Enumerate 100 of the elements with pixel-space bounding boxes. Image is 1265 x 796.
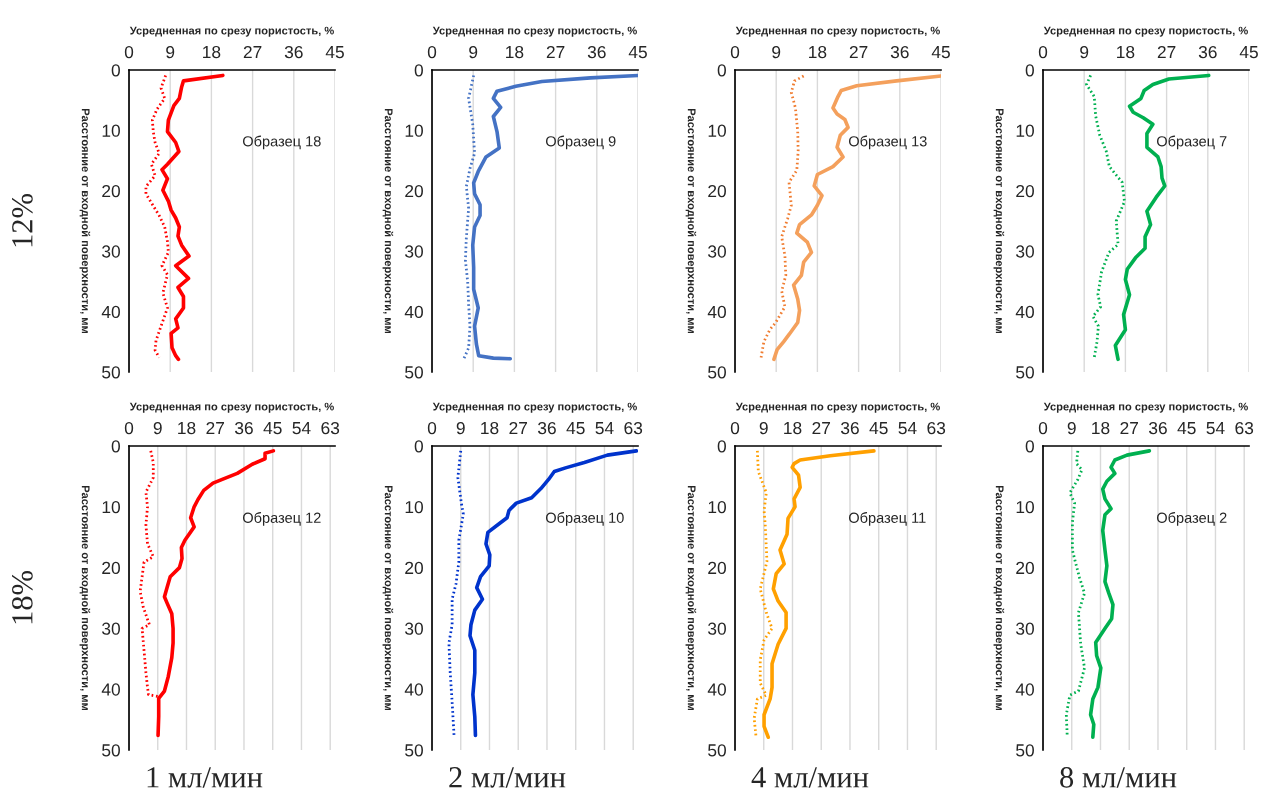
x-tick-label: 0 [1038,45,1048,59]
x-tick-label: 54 [292,422,311,435]
y-tick-label: 40 [707,305,726,319]
x-tick-label: 54 [898,422,917,435]
y-tick-label: 20 [102,561,120,575]
x-axis-title: Усредненная по срезу пористость, % [129,26,334,37]
x-tick-label: 9 [456,421,465,435]
y-tick-label: 0 [717,440,726,453]
x-axis-title: Усредненная по срезу пористость, % [129,402,334,413]
y-tick-label: 20 [405,561,423,575]
x-tick-label: 18 [506,45,524,59]
y-tick-label: 20 [1016,561,1034,575]
x-tick-label: 63 [1235,421,1254,435]
y-tick-label: 20 [1016,184,1034,198]
y-tick-label: 30 [1016,245,1034,258]
line-series [470,73,638,361]
x-tick-label: 54 [595,422,614,435]
x-tick-label: 63 [927,421,946,435]
x-tick-label: 36 [1148,421,1167,435]
x-tick-label: 9 [166,45,175,59]
y-tick-label: 10 [708,124,726,137]
annotation: Образец 9 [545,135,616,150]
x-tick-label: 18 [1117,45,1135,59]
y-axis-title: Расстояние от входной поверхности, мм [79,486,91,710]
y-tick-label: 0 [1025,64,1034,77]
x-tick-label: 45 [869,422,888,435]
y-axis-title: Расстояние от входной поверхности, мм [685,109,697,333]
x-tick-label: 0 [124,421,134,435]
y-tick-label: 30 [708,245,726,258]
x-tick-label: 45 [1177,422,1196,435]
y-tick-label: 20 [708,184,726,198]
x-tick-label: 27 [849,45,868,59]
y-tick-label: 50 [1016,744,1034,757]
y-tick-label: 40 [1015,683,1034,696]
y-tick-label: 40 [707,683,726,696]
x-axis-title: Усредненная по срезу пористость, % [735,402,940,413]
y-tick-label: 30 [102,622,120,635]
x-tick-label: 36 [234,421,253,435]
y-tick-label: 50 [102,366,120,379]
x-tick-label: 54 [1206,422,1225,435]
text: 2 мл/мин [449,767,566,788]
x-tick-label: 45 [263,422,282,435]
x-tick-label: 18 [178,421,196,435]
x-tick-label: 9 [1080,45,1089,59]
y-tick-label: 10 [708,500,726,514]
x-tick-label: 0 [427,45,437,59]
y-tick-label: 40 [1015,305,1034,319]
line-series [752,449,774,739]
x-axis-title: Усредненная по срезу пористость, % [432,402,637,413]
y-tick-label: 20 [405,184,423,198]
x-tick-label: 27 [1120,421,1139,435]
y-axis-title: Расстояние от входной поверхности, мм [382,486,394,710]
x-tick-label: 9 [153,421,162,435]
x-tick-label: 27 [243,45,262,59]
y-tick-label: 50 [1016,366,1034,379]
x-tick-label: 0 [427,421,437,435]
text: 8 мл/мин [1060,767,1177,788]
line-series [772,74,941,362]
x-tick-label: 27 [812,421,831,435]
y-tick-label: 0 [414,440,423,453]
annotation: Образец 13 [848,135,927,150]
line-series [468,449,638,738]
x-tick-label: 9 [469,45,478,59]
x-tick-label: 18 [809,45,827,59]
x-tick-label: 27 [546,45,565,59]
x-axis-title: Усредненная по срезу пористость, % [1043,26,1248,37]
y-tick-label: 40 [404,683,423,696]
y-tick-label: 50 [405,366,423,379]
x-tick-label: 63 [321,421,340,435]
y-tick-label: 0 [1025,440,1034,453]
y-tick-label: 10 [102,124,120,137]
text: 18% [12,571,33,624]
y-tick-label: 40 [101,305,120,319]
x-tick-label: 45 [566,422,585,435]
x-axis-title: Усредненная по срезу пористость, % [735,26,940,37]
annotation: Образец 2 [1156,512,1227,526]
y-tick-label: 50 [405,744,423,757]
x-tick-label: 36 [1198,45,1217,59]
x-tick-label: 0 [124,45,134,59]
annotation: Образец 10 [545,512,624,526]
x-axis-title: Усредненная по срезу пористость, % [1043,402,1248,413]
x-tick-label: 45 [325,46,344,59]
y-axis-title: Расстояние от входной поверхности, мм [382,109,394,333]
x-tick-label: 36 [537,421,556,435]
line-series [447,449,465,737]
y-tick-label: 50 [708,366,726,379]
y-tick-label: 40 [101,683,120,696]
x-tick-label: 18 [784,421,802,435]
line-series [160,73,225,362]
x-tick-label: 0 [1038,421,1048,435]
x-tick-label: 18 [481,421,499,435]
x-tick-label: 18 [203,45,221,59]
y-tick-label: 20 [102,184,120,198]
annotation: Образец 18 [242,135,321,150]
y-tick-label: 10 [405,500,423,514]
y-tick-label: 50 [708,744,726,757]
line-series [1088,449,1152,740]
line-series [1085,74,1126,359]
x-tick-label: 27 [1157,45,1176,59]
y-tick-label: 30 [708,622,726,635]
